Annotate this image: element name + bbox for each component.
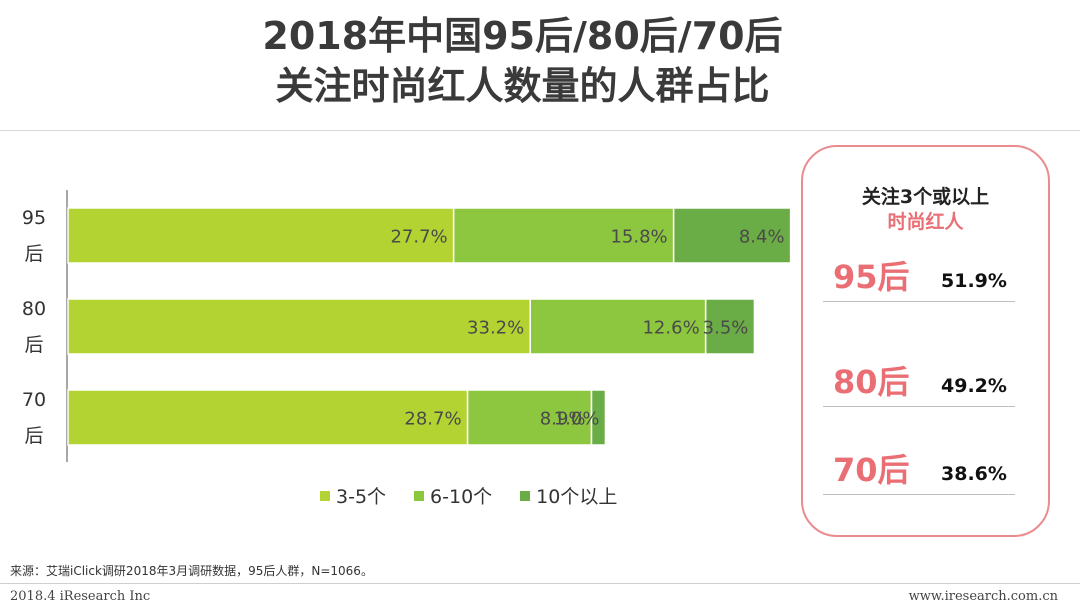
legend-swatch [414,490,425,501]
data-label-1-2: 3.5% [703,318,749,339]
category-label-2: 70 [22,389,46,411]
data-label-2-2: 1.0% [554,409,600,430]
legend-item-2: 10个以上 [520,482,617,509]
panel-percentage: 38.6% [941,463,1007,485]
category-label-suffix-2: 后 [24,425,43,447]
title-separator [0,130,1080,131]
legend-swatch [320,490,330,501]
data-label-1-0: 33.2% [467,318,524,339]
stacked-bar-chart: 95 后 27.7% 15.8% 8.4% 80 后 33.2% 12.6% 3.5% 70 后 28.… [22,190,792,462]
category-label-suffix-1: 后 [24,334,43,356]
chart-title-line1: 2018年中国95后/80后/70后 [262,14,783,58]
bar-2-2 [590,389,607,446]
data-label-2-0: 28.7% [404,409,461,430]
copyright: 2018.4 iResearch Inc [10,589,151,604]
bar-1-0 [67,298,531,355]
panel-underline [823,301,1015,302]
category-label-suffix-0: 后 [24,243,43,265]
footer-separator [0,583,1080,584]
legend-label: 10个以上 [536,486,618,508]
panel-generation-label: 80后 [833,363,910,401]
data-label-2-1: 8.9% [540,409,586,430]
panel-row-95: 95后 51.9% [823,258,1015,302]
data-label-0-0: 27.7% [390,227,447,248]
bar-1-2 [704,298,756,355]
panel-underline [823,494,1015,495]
legend-item-1: 6-10个 [414,482,492,509]
bar-2-0 [67,389,469,446]
chart-title-line2: 关注时尚红人数量的人群占比 [275,64,770,108]
source-note: 来源：艾瑞iClick调研2018年3月调研数据，95后人群，N=1066。 [10,564,373,578]
panel-heading: 关注3个或以上 [861,186,990,208]
website: www.iresearch.com.cn [908,589,1058,604]
data-label-1-1: 12.6% [642,318,699,339]
category-label-0: 95 [22,207,46,229]
data-label-0-2: 8.4% [739,227,785,248]
bar-0-1 [452,207,675,264]
panel-generation-label: 95后 [833,258,910,296]
chart-legend: 3-5个 6-10个 10个以上 [320,482,617,509]
panel-percentage: 51.9% [941,270,1007,292]
legend-label: 3-5个 [336,486,387,508]
legend-swatch [520,490,531,501]
legend-label: 6-10个 [430,486,493,508]
bar-0-2 [672,207,792,264]
data-label-0-1: 15.8% [610,227,667,248]
panel-underline [823,406,1015,407]
panel-subheading: 时尚红人 [887,211,964,233]
panel-row-70: 70后 38.6% [823,451,1015,495]
legend-item-0: 3-5个 [320,482,386,509]
summary-panel: 关注3个或以上 时尚红人 95后 51.9% 80后 49.2% 70后 38.… [801,145,1050,537]
panel-row-80: 80后 49.2% [823,363,1015,407]
panel-generation-label: 70后 [833,451,910,489]
category-label-1: 80 [22,298,46,320]
panel-percentage: 49.2% [941,375,1007,397]
